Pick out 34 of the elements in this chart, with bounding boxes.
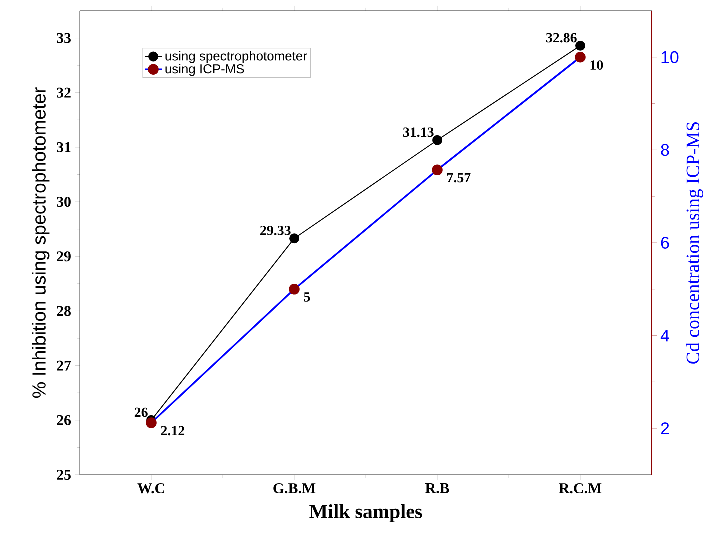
y-tick-label: 30 — [57, 197, 71, 208]
data-label: 10 — [590, 60, 604, 70]
data-label: 7.57 — [448, 173, 471, 183]
y-tick-label: 29 — [57, 252, 71, 262]
y-tick-label: 25 — [57, 470, 71, 480]
y2-tick-label: 4 — [660, 330, 670, 342]
data-label: 2.12 — [161, 426, 185, 436]
y2-tick-label: 6 — [661, 236, 670, 249]
y-tick-label: 31 — [57, 142, 71, 152]
y2-tick-label: 8 — [661, 144, 670, 156]
y-tick-label: 33 — [57, 33, 71, 44]
point — [432, 135, 442, 146]
point — [576, 40, 586, 51]
x-axis-title: Milk samples — [310, 504, 422, 523]
x-tick-label: R.B — [426, 484, 450, 494]
legend-label: using ICP-MS — [166, 64, 244, 76]
y-tick-label: 32 — [57, 88, 71, 98]
y2-axis-title: Cd concentration using ICP-MS — [686, 122, 704, 364]
y-tick-label: 27 — [57, 360, 72, 371]
y2-tick-label: 2 — [661, 422, 670, 434]
data-label: 26 — [134, 408, 148, 418]
y-axis-title: % Inhibition using spectrophotometer — [32, 88, 50, 398]
x-tick-label: G.B.M — [274, 484, 316, 494]
data-label: 5 — [304, 292, 310, 302]
data-label: 29.33 — [260, 226, 291, 236]
x-tick-label: R.C.M — [559, 484, 602, 494]
data-label: 31.13 — [403, 128, 434, 138]
point — [290, 234, 300, 244]
data-label: 32.86 — [546, 33, 577, 43]
legend-label: using spectrophotometer — [166, 51, 308, 64]
x-tick-label: W.C — [138, 484, 164, 494]
y2-tick-label: 10 — [662, 51, 679, 64]
y-tick-label: 26 — [57, 415, 72, 426]
y-tick-label: 28 — [57, 306, 71, 316]
